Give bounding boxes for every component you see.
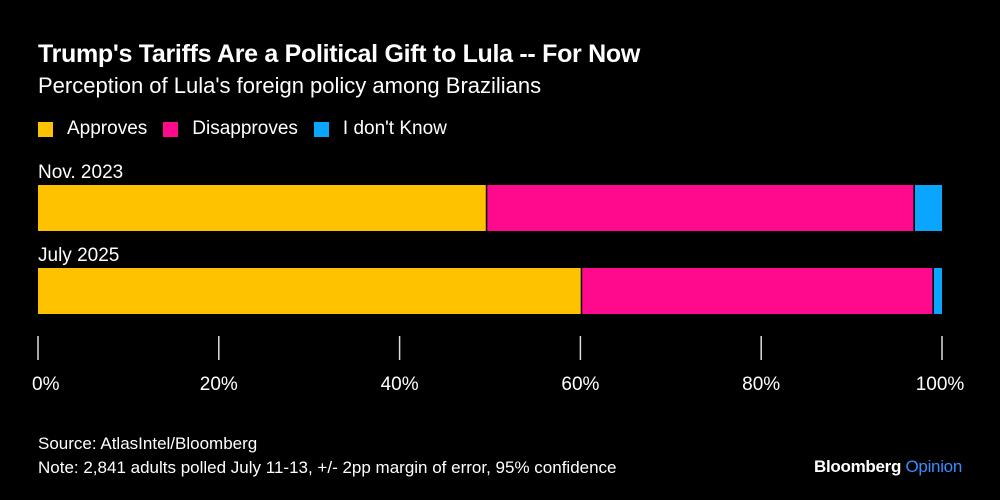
bar-approves-july-2025	[38, 268, 581, 314]
legend-label-approves: Approves	[67, 118, 148, 139]
brand-name: Bloomberg	[814, 457, 902, 476]
legend-swatch-approves	[38, 121, 53, 137]
legend-label-disapproves: Disapproves	[192, 118, 298, 139]
x-tick-label-40: 40%	[381, 374, 419, 395]
brand-section: Opinion	[905, 457, 963, 476]
category-label-july-2025: July 2025	[38, 245, 119, 266]
legend-swatch-dont-know	[313, 121, 329, 137]
legend: Approves Disapproves I don't Know	[38, 118, 463, 140]
source-text: Source: AtlasIntel/Bloomberg	[38, 434, 258, 453]
category-label-nov-2023: Nov. 2023	[38, 162, 123, 183]
note-text: Note: 2,841 adults polled July 11-13, +/…	[38, 458, 617, 477]
legend-item-disapproves: Disapproves	[163, 118, 298, 140]
legend-label-dont-know: I don't Know	[342, 118, 447, 139]
bar-approves-nov-2023	[38, 185, 486, 231]
bar-i-don-t-know-july-2025	[933, 268, 942, 314]
brand-logo: Bloomberg Opinion	[814, 457, 962, 477]
x-tick-label-80: 80%	[742, 374, 780, 395]
legend-item-dont-know: I don't Know	[313, 118, 447, 140]
footer: Source: AtlasIntel/Bloomberg Note: 2,841…	[38, 432, 617, 480]
bar-i-don-t-know-nov-2023	[914, 185, 942, 231]
x-tick-label-20: 20%	[200, 374, 238, 395]
bar-disapproves-july-2025	[582, 268, 933, 314]
x-tick-label-0: 0%	[32, 374, 60, 395]
chart-subtitle: Perception of Lula's foreign policy amon…	[38, 73, 542, 98]
legend-swatch-disapproves	[163, 121, 179, 137]
x-tick-label-100: 100%	[916, 374, 965, 395]
chart-title: Trump's Tariffs Are a Political Gift to …	[38, 40, 640, 68]
legend-item-approves: Approves	[38, 118, 147, 140]
bar-disapproves-nov-2023	[487, 185, 914, 231]
x-tick-label-60: 60%	[561, 374, 599, 395]
